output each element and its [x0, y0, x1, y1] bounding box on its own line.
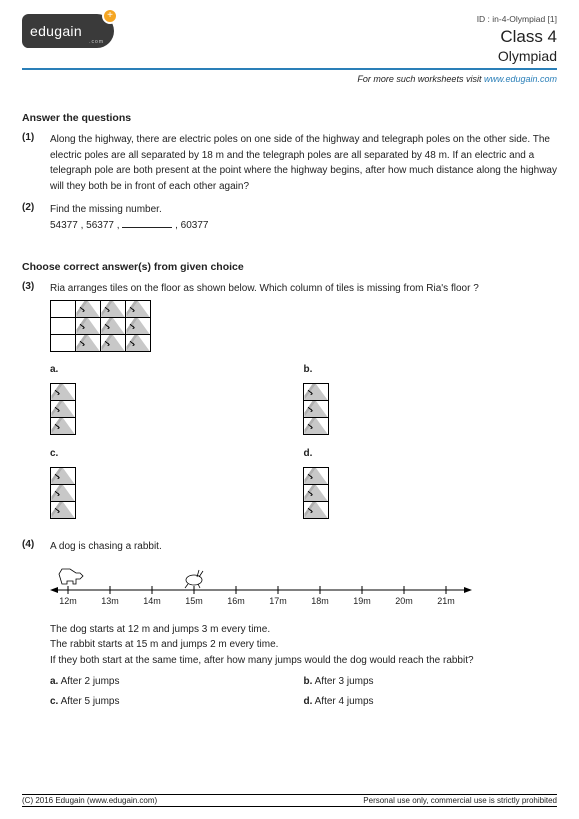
q2-body: Find the missing number. 54377 , 56377 ,… [50, 202, 557, 233]
svg-text:13m: 13m [101, 596, 119, 606]
q4-d-lbl: d. [304, 696, 313, 707]
logo-text: edugain [30, 23, 82, 39]
q3-b-tiles [304, 383, 329, 434]
q3-choice-c[interactable]: c. [50, 446, 304, 525]
q4-c-txt: After 5 jumps [61, 696, 120, 707]
q4-b-txt: After 3 jumps [315, 676, 374, 687]
q4-d-txt: After 4 jumps [315, 696, 374, 707]
q4-choice-a[interactable]: a. After 2 jumps [50, 672, 304, 692]
svg-text:16m: 16m [227, 596, 245, 606]
q3-number: (3) [22, 281, 50, 531]
q3-choice-b[interactable]: b. [304, 362, 558, 441]
q4-body: A dog is chasing a rabbit. 12m13m14m15m1… [50, 539, 557, 712]
q3-choice-a[interactable]: a. [50, 362, 304, 441]
logo-subtext: .com [89, 39, 104, 45]
svg-text:18m: 18m [311, 596, 329, 606]
q4-choices: a. After 2 jumps b. After 3 jumps c. Aft… [50, 672, 557, 711]
q4-c-lbl: c. [50, 696, 58, 707]
q4-a-lbl: a. [50, 676, 58, 687]
q4-choice-b[interactable]: b. After 3 jumps [304, 672, 558, 692]
svg-text:14m: 14m [143, 596, 161, 606]
visit-link[interactable]: www.edugain.com [484, 74, 557, 84]
logo: edugain .com + [22, 14, 114, 48]
header-right: ID : in-4-Olympiad [1] Class 4 Olympiad [477, 14, 557, 64]
svg-text:20m: 20m [395, 596, 413, 606]
q2-seq-b: , 60377 [172, 220, 208, 231]
q3-choice-d[interactable]: d. [304, 446, 558, 525]
svg-text:17m: 17m [269, 596, 287, 606]
svg-text:15m: 15m [185, 596, 203, 606]
q3-choices: a. b. c. d. [50, 362, 557, 531]
question-2: (2) Find the missing number. 54377 , 563… [22, 202, 557, 233]
question-4: (4) A dog is chasing a rabbit. 12m 13m 14m… [22, 539, 557, 712]
blank-input[interactable] [122, 218, 172, 228]
footer-right: Personal use only, commercial use is str… [363, 796, 557, 805]
header-rule [22, 68, 557, 70]
svg-text:21m: 21m [437, 596, 455, 606]
q4-choice-d[interactable]: d. After 4 jumps [304, 692, 558, 712]
q3-b-label: b. [304, 362, 558, 378]
q1-number: (1) [22, 132, 50, 194]
q3-d-label: d. [304, 446, 558, 462]
header: edugain .com + ID : in-4-Olympiad [1] Cl… [22, 14, 557, 64]
q1-text: Along the highway, there are electric po… [50, 132, 557, 194]
q4-b-lbl: b. [304, 676, 313, 687]
q3-a-tiles [50, 383, 75, 434]
section1-title: Answer the questions [22, 112, 557, 124]
q3-c-label: c. [50, 446, 304, 462]
q4-line3: If they both start at the same time, aft… [50, 653, 557, 669]
q2-seq-a: 54377 , 56377 , [50, 220, 122, 231]
logo-plus-icon: + [102, 8, 118, 24]
q4-lead: A dog is chasing a rabbit. [50, 539, 557, 555]
question-3: (3) Ria arranges tiles on the floor as s… [22, 281, 557, 531]
question-1: (1) Along the highway, there are electri… [22, 132, 557, 194]
q3-c-tiles [50, 468, 75, 519]
q4-a-txt: After 2 jumps [61, 676, 120, 687]
q3-main-grid [50, 301, 150, 352]
q4-numberline: 12m 13m 14m 15m 16m 17m 18m 19m 20m 21m [50, 560, 557, 614]
visit-line: For more such worksheets visit www.eduga… [22, 74, 557, 84]
worksheet-id: ID : in-4-Olympiad [1] [477, 14, 557, 24]
visit-prefix: For more such worksheets visit [357, 74, 484, 84]
subject-title: Olympiad [477, 48, 557, 64]
q2-line1: Find the missing number. [50, 202, 557, 218]
q4-line2: The rabbit starts at 15 m and jumps 2 m … [50, 637, 557, 653]
q4-choice-c[interactable]: c. After 5 jumps [50, 692, 304, 712]
footer: (C) 2016 Edugain (www.edugain.com) Perso… [22, 794, 557, 807]
q3-body: Ria arranges tiles on the floor as shown… [50, 281, 557, 531]
q3-text: Ria arranges tiles on the floor as shown… [50, 281, 557, 297]
section2-title: Choose correct answer(s) from given choi… [22, 261, 557, 273]
q4-number: (4) [22, 539, 50, 712]
svg-text:12m: 12m [59, 596, 77, 606]
q4-text: The dog starts at 12 m and jumps 3 m eve… [50, 622, 557, 669]
q3-d-tiles [304, 468, 329, 519]
footer-left: (C) 2016 Edugain (www.edugain.com) [22, 796, 157, 805]
class-title: Class 4 [477, 27, 557, 47]
svg-text:19m: 19m [353, 596, 371, 606]
q3-a-label: a. [50, 362, 304, 378]
q2-number: (2) [22, 202, 50, 233]
q2-line2: 54377 , 56377 , , 60377 [50, 218, 557, 234]
q4-line1: The dog starts at 12 m and jumps 3 m eve… [50, 622, 557, 638]
